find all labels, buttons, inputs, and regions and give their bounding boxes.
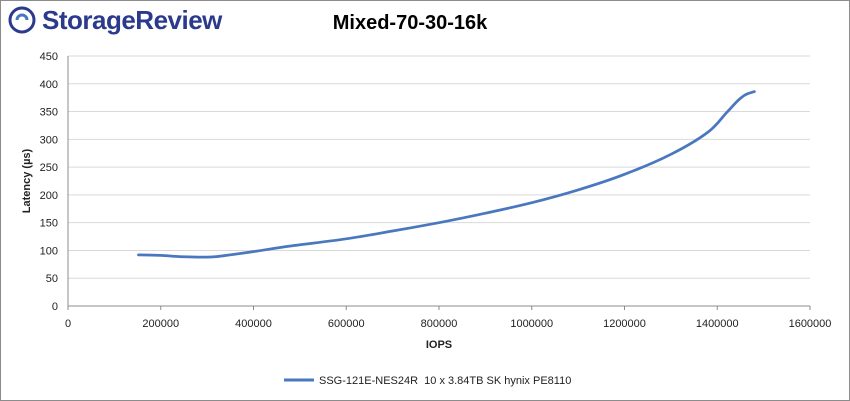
x-tick-label-6: 1200000 [603, 318, 646, 330]
x-tick-labels: 0 200000 400000 600000 800000 1000000 1200000 1… [65, 318, 831, 330]
y-tick-label-8: 400 [40, 79, 58, 91]
legend-label: SSG-121E-NES24R 10 x 3.84TB SK hynix PE8… [319, 375, 571, 387]
logo-text: StorageReview [42, 4, 222, 35]
y-tick-label-5: 250 [40, 162, 58, 174]
x-tick-label-3: 600000 [328, 318, 365, 330]
series-group [137, 90, 756, 259]
storagereview-logo: StorageReview [8, 4, 222, 35]
x-tick-label-7: 1400000 [696, 318, 739, 330]
y-tick-label-2: 100 [40, 245, 58, 257]
y-tick-label-9: 450 [40, 51, 58, 63]
x-tick-label-8: 1600000 [789, 318, 832, 330]
x-axis-label: IOPS [426, 339, 452, 351]
x-tick-label-4: 800000 [421, 318, 458, 330]
axes [67, 56, 811, 310]
x-tick-label-1: 200000 [142, 318, 179, 330]
y-tick-labels: 0 50 100 150 200 250 300 350 400 450 [40, 51, 58, 313]
legend: SSG-121E-NES24R 10 x 3.84TB SK hynix PE8… [284, 375, 571, 387]
x-tick-label-5: 1000000 [510, 318, 553, 330]
y-tick-label-6: 300 [40, 134, 58, 146]
x-tick-label-0: 0 [65, 318, 71, 330]
gridlines [68, 55, 810, 279]
y-tick-label-0: 0 [52, 301, 58, 313]
y-tick-label-3: 150 [40, 218, 58, 230]
y-axis-label: Latency (µs) [21, 148, 33, 213]
y-tick-label-1: 50 [46, 273, 58, 285]
chart-title: Mixed-70-30-16k [332, 12, 488, 34]
y-tick-label-7: 350 [40, 107, 58, 119]
y-tick-label-4: 200 [40, 190, 58, 202]
x-tick-label-2: 400000 [235, 318, 272, 330]
series-line-0 [137, 90, 756, 259]
logo-mark-icon [8, 6, 36, 34]
